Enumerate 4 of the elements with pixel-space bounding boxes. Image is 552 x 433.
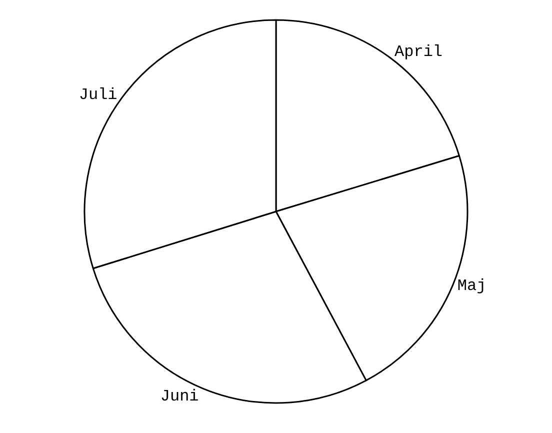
slice-label: April: [394, 42, 443, 61]
slice-label: Juni: [160, 387, 199, 406]
slice-label: Juli: [78, 86, 118, 104]
slice-label: Maj: [457, 277, 486, 296]
